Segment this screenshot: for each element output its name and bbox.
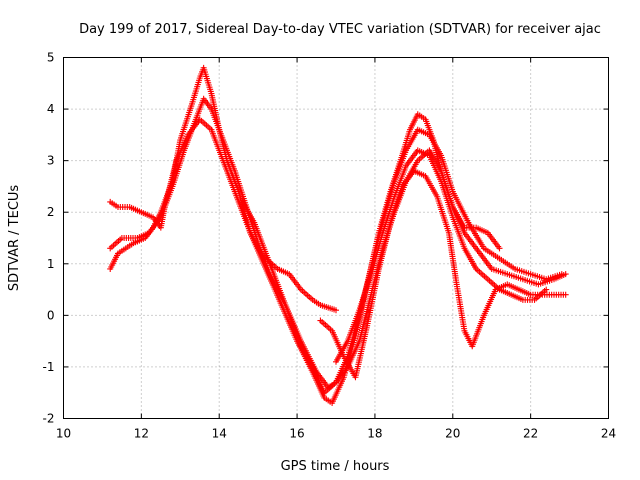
series-5 bbox=[333, 147, 550, 365]
y-tick-label: -2 bbox=[43, 412, 55, 426]
y-tick-label: 0 bbox=[47, 308, 55, 322]
x-tick-label: 16 bbox=[289, 427, 304, 441]
x-tick-label: 18 bbox=[367, 427, 382, 441]
y-tick-label: 1 bbox=[47, 257, 55, 271]
data-point bbox=[543, 286, 550, 293]
data-point bbox=[562, 291, 569, 298]
data-point bbox=[333, 307, 339, 314]
data-point bbox=[558, 271, 565, 278]
y-tick-label: -1 bbox=[43, 360, 55, 374]
x-axis-title: GPS time / hours bbox=[281, 459, 390, 474]
x-tick-label: 22 bbox=[523, 427, 538, 441]
y-tick-label: 2 bbox=[47, 205, 55, 219]
x-tick-label: 12 bbox=[134, 427, 149, 441]
data-markers bbox=[107, 64, 569, 407]
chart-title: Day 199 of 2017, Sidereal Day-to-day VTE… bbox=[79, 22, 601, 37]
data-point bbox=[496, 245, 503, 252]
plot-frame bbox=[63, 57, 609, 419]
x-tick-label: 14 bbox=[212, 427, 227, 441]
series-3 bbox=[107, 116, 339, 314]
series-1 bbox=[107, 64, 569, 407]
x-tick-label: 24 bbox=[601, 427, 616, 441]
series-6 bbox=[239, 147, 503, 396]
y-tick-label: 4 bbox=[47, 102, 55, 116]
axis-ticks bbox=[63, 57, 609, 419]
y-tick-label: 3 bbox=[47, 154, 55, 168]
y-axis-title: SDTVAR / TECUs bbox=[7, 185, 22, 292]
y-tick-label: 5 bbox=[47, 51, 55, 65]
grid bbox=[63, 57, 609, 419]
x-tick-label: 10 bbox=[56, 427, 71, 441]
x-tick-label: 20 bbox=[445, 427, 460, 441]
